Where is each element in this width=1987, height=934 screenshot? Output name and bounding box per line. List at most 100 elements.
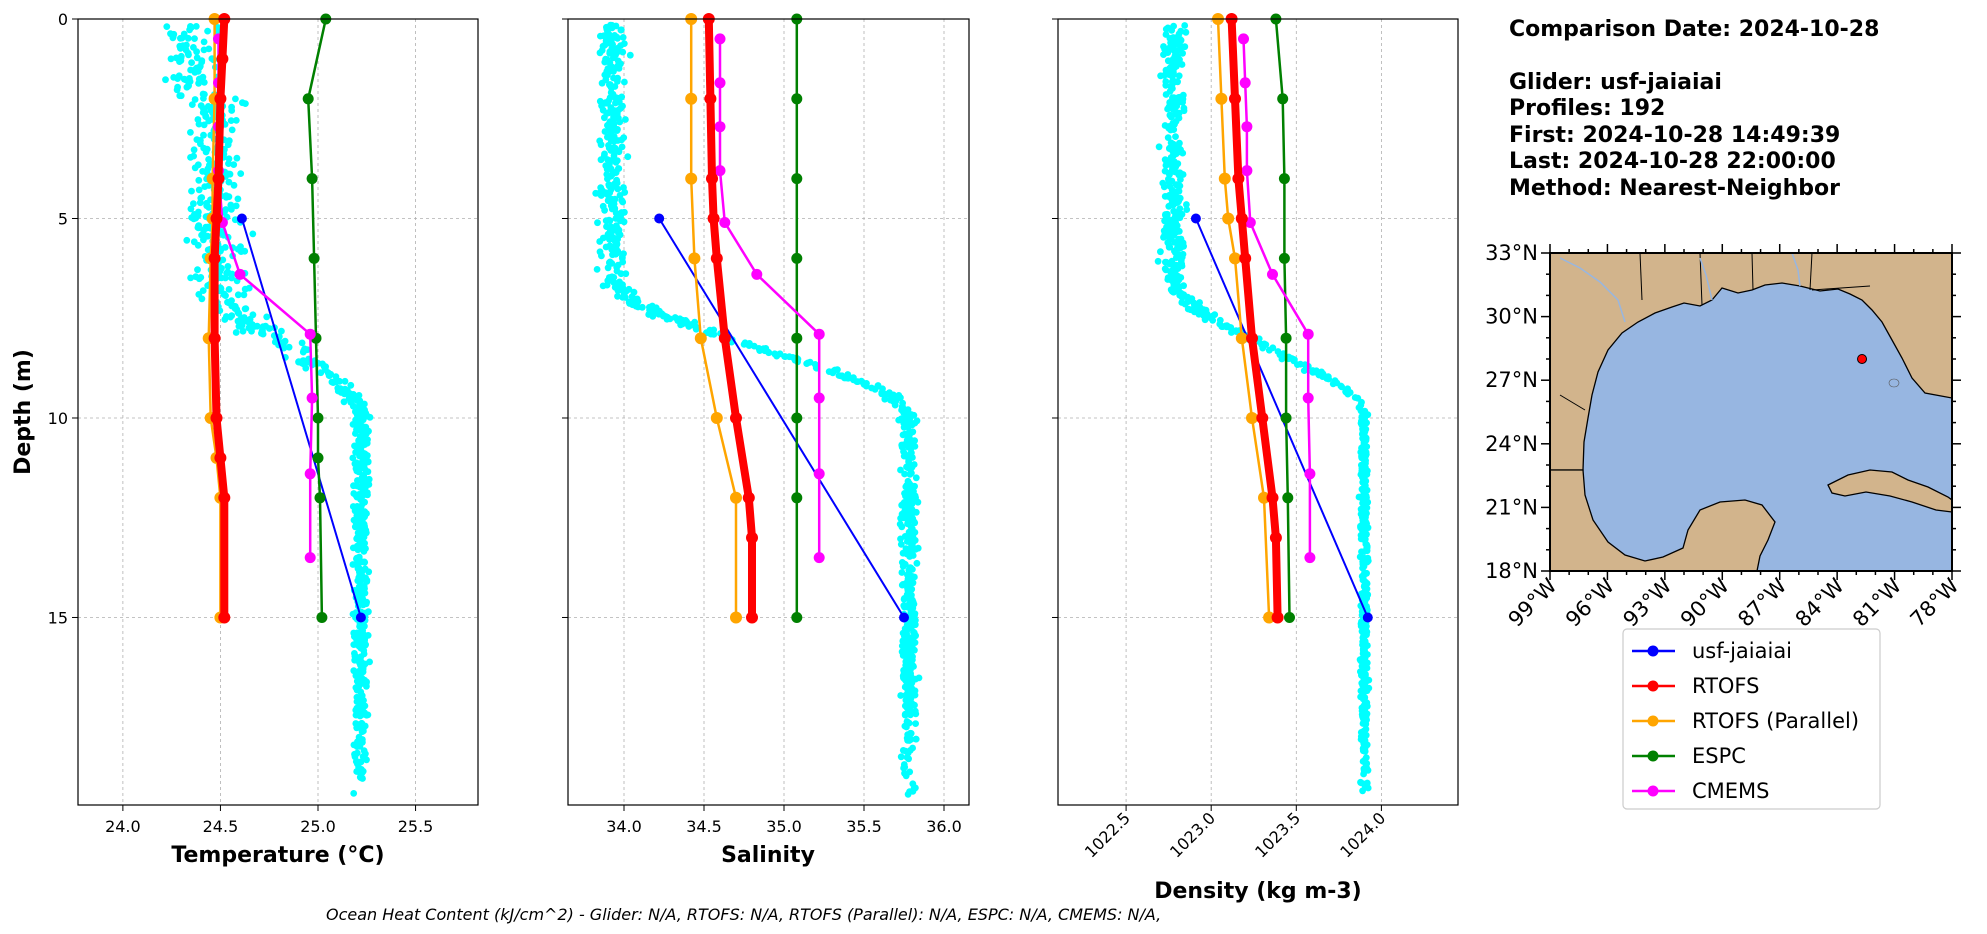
- glider-observation-point: [623, 287, 630, 295]
- glider-observation-point: [352, 720, 360, 727]
- glider-observation-point: [897, 541, 905, 548]
- glider-observation-point: [604, 71, 611, 79]
- glider-observation-point: [190, 146, 198, 154]
- series-point: [1229, 252, 1241, 265]
- glider-observation-point: [241, 305, 249, 313]
- glider-observation-point: [357, 436, 365, 444]
- glider-observation-point: [1175, 72, 1183, 80]
- glider-observation-point: [781, 353, 789, 360]
- glider-observation-point: [880, 391, 888, 398]
- glider-observation-point: [1362, 725, 1370, 733]
- x-tick-label: 34.0: [606, 817, 642, 836]
- series-point: [1278, 252, 1290, 264]
- y-tick-label: 15: [48, 608, 68, 627]
- legend: usf-jaiaiai RTOFS RTOFS (Parallel) ESPC CMEM…: [1622, 628, 1881, 810]
- series-point: [704, 92, 717, 105]
- glider-observation-point: [1167, 44, 1174, 52]
- map-frame: [1549, 252, 1953, 572]
- glider-observation-point: [834, 366, 841, 373]
- series-point: [718, 332, 731, 345]
- glider-observation-point: [604, 191, 612, 199]
- glider-observation-point: [351, 442, 358, 450]
- map-land-us: [1550, 253, 1952, 471]
- map-lat-label: 21°N: [1485, 495, 1538, 519]
- glider-observation-point: [1183, 206, 1191, 214]
- glider-observation-point: [1364, 766, 1372, 774]
- glider-observation-point: [911, 707, 919, 715]
- glider-observation-point: [902, 644, 909, 652]
- series-point: [654, 213, 665, 224]
- glider-observation-point: [349, 561, 357, 568]
- glider-observation-point: [1359, 668, 1367, 676]
- glider-observation-point: [908, 469, 915, 477]
- glider-observation-point: [225, 137, 233, 145]
- glider-observation-point: [1180, 282, 1187, 290]
- series-point: [1239, 77, 1251, 89]
- glider-observation-point: [598, 252, 605, 260]
- glider-observation-point: [597, 141, 605, 149]
- first-time: First: 2024-10-28 14:49:39: [1509, 123, 1840, 148]
- glider-observation-point: [1160, 72, 1168, 79]
- series-point: [1271, 611, 1284, 624]
- glider-observation-point: [605, 109, 613, 117]
- glider-observation-point: [611, 145, 619, 152]
- glider-observation-point: [357, 582, 364, 589]
- glider-observation-point: [1166, 182, 1174, 190]
- glider-observation-point: [188, 101, 196, 108]
- glider-observation-point: [914, 498, 922, 506]
- glider-observation-point: [806, 358, 814, 366]
- glider-observation-point: [1360, 501, 1368, 509]
- glider-observation-point: [363, 678, 370, 686]
- glider-observation-point: [1160, 43, 1167, 50]
- glider-observation-point: [907, 602, 915, 610]
- glider-name: Glider: usf-jaiaiai: [1509, 70, 1722, 95]
- glider-observation-point: [169, 33, 177, 40]
- glider-observation-cloud: [1154, 22, 1373, 795]
- glider-observation-point: [909, 662, 917, 669]
- series-point: [1278, 173, 1290, 185]
- density-panel: Density (kg m-3) 1022.5 1023.0 1023.5 1024.…: [1052, 13, 1459, 904]
- series-point: [214, 451, 227, 464]
- series-point: [714, 33, 726, 45]
- glider-observation-point: [902, 691, 910, 699]
- glider-observation-point: [1360, 712, 1368, 720]
- series-point: [813, 328, 825, 340]
- series-rtofs-parallel: [1212, 13, 1276, 624]
- glider-observation-point: [629, 298, 637, 305]
- glider-observation-point: [899, 549, 907, 557]
- legend-label: CMEMS: [1692, 779, 1770, 803]
- glider-observation-point: [300, 347, 308, 355]
- glider-observation-point: [605, 182, 613, 190]
- glider-observation-point: [1165, 202, 1173, 210]
- glider-observation-point: [364, 412, 371, 420]
- glider-observation-point: [603, 171, 611, 178]
- series-point: [304, 468, 316, 480]
- glider-observation-point: [1162, 212, 1169, 220]
- glider-observation-point: [608, 45, 616, 52]
- glider-observation-point: [610, 274, 618, 281]
- map-lake: [1888, 378, 1900, 388]
- glider-observation-point: [356, 565, 363, 572]
- glider-observation-point: [187, 274, 195, 282]
- glider-observation-point: [1174, 38, 1181, 46]
- glider-observation-point: [789, 354, 797, 361]
- glider-observation-point: [225, 155, 233, 163]
- glider-observation-point: [612, 111, 620, 119]
- glider-observation-point: [1359, 467, 1367, 474]
- map-lat-label: 18°N: [1485, 559, 1538, 583]
- glider-observation-point: [863, 380, 870, 387]
- glider-observation-point: [237, 170, 245, 178]
- glider-observation-point: [682, 317, 689, 324]
- glider-observation-point: [1155, 143, 1163, 151]
- glider-observation-point: [607, 202, 615, 210]
- glider-observation-point: [910, 411, 918, 419]
- glider-observation-point: [909, 539, 917, 547]
- series-point: [1266, 491, 1279, 504]
- glider-observation-point: [604, 99, 611, 107]
- glider-observation-point: [1169, 94, 1176, 102]
- glider-observation-point: [1168, 27, 1176, 34]
- glider-observation-point: [915, 674, 923, 682]
- glider-observation-point: [911, 529, 919, 536]
- glider-observation-point: [1174, 112, 1182, 120]
- glider-observation-point: [621, 208, 628, 216]
